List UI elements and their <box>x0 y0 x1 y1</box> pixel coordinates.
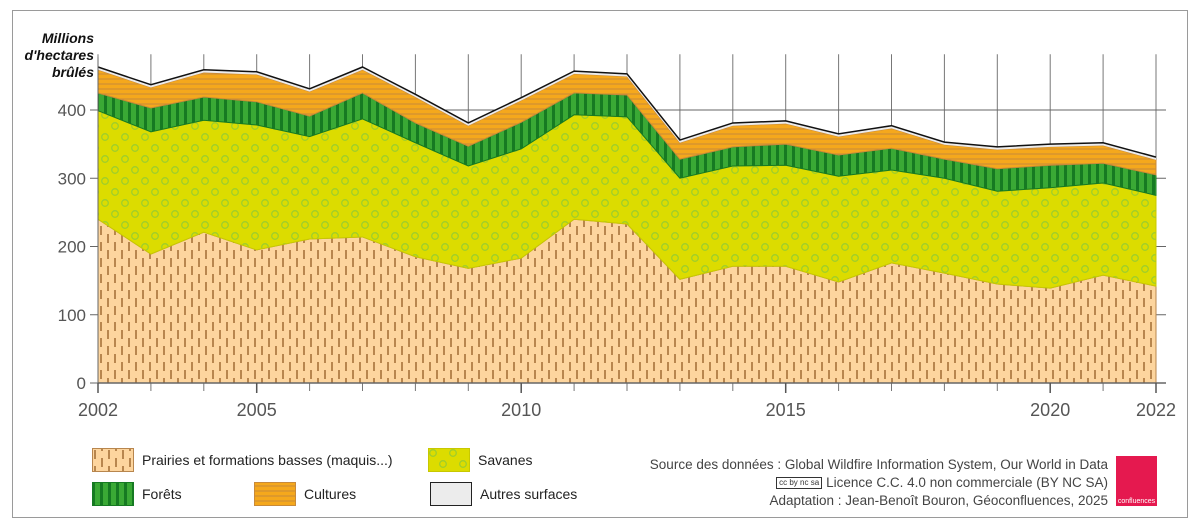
geoconfluences-logo: confluences <box>1116 456 1157 506</box>
x-tick-label: 2015 <box>766 400 806 420</box>
legend-item-prairies: Prairies et formations basses (maquis...… <box>92 448 393 472</box>
x-tick-label: 2022 <box>1136 400 1176 420</box>
legend-item-autres: Autres surfaces <box>430 482 577 506</box>
figure-frame <box>12 10 1188 518</box>
forets-swatch <box>92 482 134 506</box>
autres-swatch <box>430 482 472 506</box>
adaptation-line: Adaptation : Jean-Benoît Bouron, Géoconf… <box>769 493 1109 508</box>
legend-label: Cultures <box>304 486 357 502</box>
legend-item-cultures: Cultures <box>254 482 356 506</box>
y-axis-label-line: Millions <box>41 30 94 46</box>
x-tick-label: 2002 <box>78 400 118 420</box>
y-axis-label-line: d'hectares <box>24 47 94 63</box>
legend-label: Autres surfaces <box>480 486 578 502</box>
area-cultures <box>97 69 1157 176</box>
source-line: Source des données : Global Wildfire Inf… <box>649 457 1108 472</box>
legend-item-savanes: Savanes <box>428 448 532 472</box>
y-axis-label: Millions d'hectares brûlés <box>20 30 94 81</box>
y-tick-label: 100 <box>58 306 86 325</box>
prairies-swatch <box>92 448 134 472</box>
x-tick-label: 2020 <box>1030 400 1070 420</box>
source-block: Source des données : Global Wildfire Inf… <box>650 456 1108 510</box>
y-axis-label-line: brûlés <box>51 64 94 80</box>
legend-label: Savanes <box>478 452 533 468</box>
legend-item-forets: Forêts <box>92 482 182 506</box>
x-tick-label: 2010 <box>501 400 541 420</box>
y-tick-label: 0 <box>77 374 86 393</box>
y-tick-label: 300 <box>58 169 86 188</box>
legend-label: Prairies et formations basses (maquis...… <box>142 452 393 468</box>
total-line <box>97 66 1157 158</box>
x-tick-label: 2005 <box>237 400 277 420</box>
savanes-swatch <box>428 448 470 472</box>
cc-license-icon: cc by nc sa <box>776 477 823 490</box>
cultures-swatch <box>254 482 296 506</box>
legend-label: Forêts <box>142 486 182 502</box>
license-line: Licence C.C. 4.0 non commerciale (BY NC … <box>826 475 1108 490</box>
y-tick-label: 400 <box>58 101 86 120</box>
y-tick-label: 200 <box>58 238 86 257</box>
